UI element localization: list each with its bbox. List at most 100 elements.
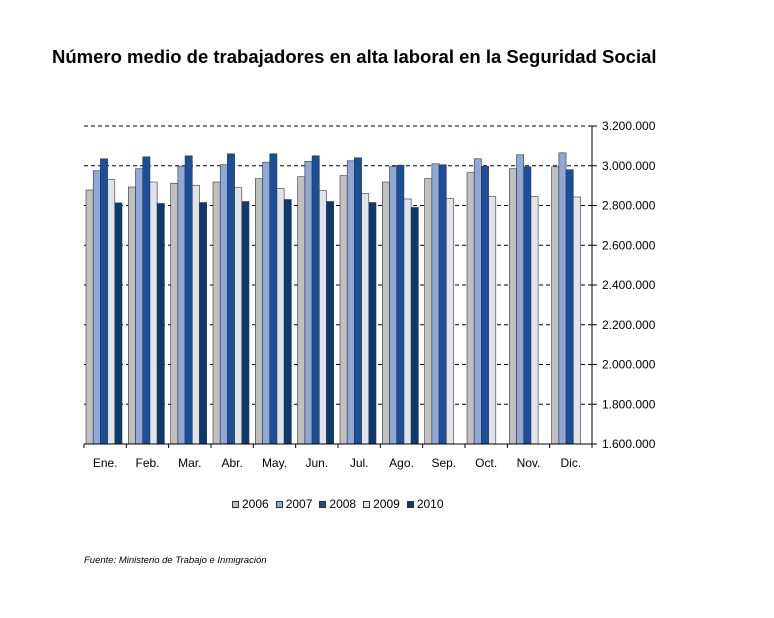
bar-2007-5 <box>304 161 313 445</box>
x-tick-label: Oct. <box>475 456 497 470</box>
bar-2010-4 <box>283 199 292 445</box>
bar-2010-6 <box>368 202 377 445</box>
bar-2007-3 <box>219 164 228 445</box>
legend-swatch <box>275 500 283 508</box>
bar-2006-5 <box>297 176 306 445</box>
bar-2009-1 <box>149 181 158 445</box>
bar-2008-2 <box>184 155 193 445</box>
bar-2010-5 <box>326 201 334 445</box>
bar-2009-3 <box>234 187 243 445</box>
bar-2007-10 <box>516 154 525 445</box>
bars <box>85 152 581 445</box>
bar-2009-9 <box>488 196 497 445</box>
x-tick-label: Mar. <box>178 456 201 470</box>
y-tick-label: 2.000.000 <box>602 358 656 372</box>
y-tick-label: 2.800.000 <box>602 199 656 213</box>
legend-swatch <box>363 500 371 508</box>
bar-2007-2 <box>177 165 186 445</box>
bar-2009-6 <box>361 193 370 445</box>
y-tick-label: 2.200.000 <box>602 318 656 332</box>
legend-swatch <box>319 500 327 508</box>
chart-title: Número medio de trabajadores en alta lab… <box>52 46 657 67</box>
x-tick-label: Ene. <box>93 456 118 470</box>
bar-2009-11 <box>572 196 581 445</box>
bar-2007-7 <box>389 166 398 445</box>
y-tick-label: 3.200.000 <box>602 119 656 133</box>
bar-2009-0 <box>107 179 116 445</box>
bar-2006-1 <box>128 186 136 445</box>
bar-2008-10 <box>523 166 532 445</box>
legend-swatch <box>232 500 239 508</box>
bar-2006-0 <box>85 189 94 445</box>
y-tick-label: 2.400.000 <box>602 278 656 292</box>
x-tick-label: Jun. <box>305 456 328 470</box>
legend: 2006 2007 2008 2009 2010 <box>232 497 451 511</box>
bar-2007-0 <box>92 170 101 445</box>
bar-2010-2 <box>199 202 207 445</box>
x-tick-label: Dic. <box>560 456 581 470</box>
x-tick-label: Abr. <box>221 456 242 470</box>
legend-item: 2006 <box>232 497 269 511</box>
legend-label: 2010 <box>416 497 444 511</box>
y-tick-label: 3.000.000 <box>602 159 656 173</box>
bar-2006-2 <box>170 182 179 445</box>
y-tick-label: 1.600.000 <box>602 437 656 451</box>
bar-2008-5 <box>311 155 320 445</box>
bar-2006-10 <box>509 168 517 445</box>
y-tick-label: 1.800.000 <box>602 397 656 411</box>
bar-2009-4 <box>276 188 285 445</box>
bar-2007-9 <box>473 158 482 445</box>
legend-label: 2006 <box>242 497 269 511</box>
bar-2009-2 <box>191 184 200 445</box>
bar-2006-8 <box>424 178 433 445</box>
bar-2007-11 <box>558 152 567 445</box>
x-tick-label: Sep. <box>431 456 456 470</box>
y-tick-label: 2.600.000 <box>602 238 656 252</box>
tick-labels: 1.600.000 1.800.000 2.000.000 2.200.000 2.40… <box>93 119 656 470</box>
bar-2010-0 <box>114 202 123 445</box>
bar-2008-11 <box>565 169 574 445</box>
bar-2006-11 <box>551 166 560 445</box>
legend-label: 2007 <box>285 497 313 511</box>
bar-2006-6 <box>339 175 348 445</box>
bar-2007-1 <box>135 168 144 445</box>
legend-item: 2009 <box>363 497 400 511</box>
x-tick-label: Jul. <box>350 456 369 470</box>
bar-2009-7 <box>403 198 412 445</box>
bar-2008-3 <box>227 153 235 445</box>
bar-2007-4 <box>262 161 271 445</box>
bar-2010-3 <box>241 201 250 445</box>
bar-2009-8 <box>445 198 454 445</box>
gridlines <box>84 125 592 405</box>
bar-2008-6 <box>354 157 362 445</box>
bar-2010-1 <box>156 203 165 445</box>
bar-2006-4 <box>255 178 263 445</box>
legend-label: 2009 <box>373 497 400 511</box>
legend-swatch <box>406 500 414 508</box>
x-tick-label: Nov. <box>517 456 541 470</box>
bar-2010-7 <box>410 207 419 445</box>
bar-2008-7 <box>396 164 405 445</box>
axes <box>83 125 597 448</box>
legend-item: 2008 <box>319 497 356 511</box>
bar-2008-8 <box>438 164 447 445</box>
bar-2006-3 <box>212 181 221 445</box>
bar-2007-6 <box>346 160 355 445</box>
legend-item: 2007 <box>275 497 313 511</box>
x-tick-label: Feb. <box>135 456 159 470</box>
x-tick-label: Ago. <box>389 456 414 470</box>
bar-2009-10 <box>530 196 539 445</box>
source-note: Fuente: Ministerio de Trabajo e Inmigrac… <box>84 555 267 566</box>
bar-2008-0 <box>100 158 108 445</box>
legend-item: 2010 <box>406 497 444 511</box>
bar-2008-4 <box>269 153 278 445</box>
bar-2009-5 <box>318 190 327 445</box>
legend-label: 2008 <box>329 497 357 511</box>
bar-2006-7 <box>382 181 390 445</box>
x-tick-label: May. <box>262 456 287 470</box>
bar-2008-1 <box>142 156 151 445</box>
bar-2006-9 <box>466 172 475 445</box>
bar-2008-9 <box>481 166 489 445</box>
bar-2007-8 <box>431 163 440 445</box>
